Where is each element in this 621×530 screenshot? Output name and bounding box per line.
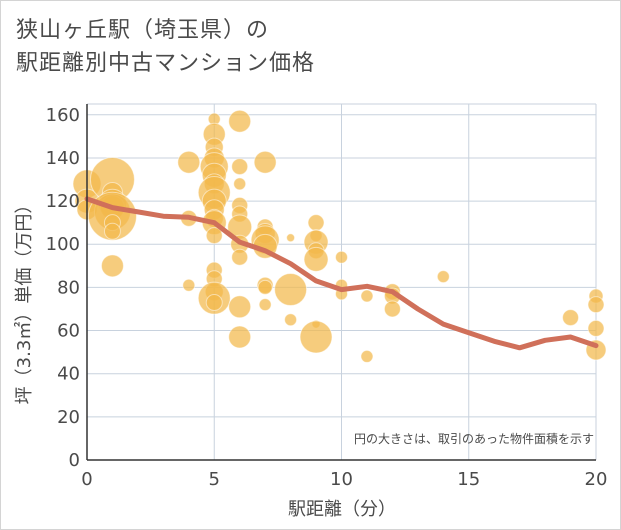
chart-title: 狭山ヶ丘駅（埼玉県）の 駅距離別中古マンション価格: [16, 14, 315, 80]
x-axis-label: 駅距離（分）: [288, 499, 396, 520]
bubble-point-33: [228, 109, 252, 133]
trend-line-group: [84, 196, 599, 351]
tick-labels: 0 20 40 60 80 100 120 140 160 0 5 10 15 20: [46, 105, 608, 490]
bubble-size-note: 円の大きさは、取引のあった物件面積を示す: [354, 431, 594, 446]
x-tick-label-0: 0: [81, 469, 92, 490]
title-line-2: 駅距離別中古マンション価格: [16, 51, 316, 76]
y-tick-label-2: 40: [57, 364, 80, 385]
bubble-point-61: [335, 250, 348, 264]
bubble-point-40: [231, 248, 249, 266]
bubble-point-42: [228, 325, 252, 349]
bubble-point-70: [562, 309, 580, 327]
bubble-point-53: [284, 313, 298, 327]
bubble-point-50: [258, 298, 272, 312]
bubble-point-35: [233, 177, 247, 191]
title-line-1: 狭山ヶ丘駅（埼玉県）の: [16, 18, 270, 43]
bubble-point-58: [303, 246, 329, 272]
y-tick-label-0: 0: [69, 450, 80, 471]
trend-line: [84, 196, 599, 351]
x-tick-label-4: 20: [585, 469, 608, 490]
bubble-point-68: [383, 300, 401, 318]
bubble-point-73: [587, 319, 605, 337]
bubble-point-27: [205, 227, 223, 245]
bubble-point-64: [360, 289, 374, 303]
bubble-point-72: [587, 296, 605, 314]
bubble-point-52: [274, 273, 308, 307]
bubble-point-14: [182, 278, 196, 292]
bubble-point-69: [436, 270, 450, 284]
bubble-point-65: [360, 349, 374, 363]
bubble-point-34: [231, 158, 249, 176]
bubble-point-43: [253, 150, 277, 174]
bubble-point-10: [103, 222, 121, 240]
bubble-point-11: [100, 254, 124, 278]
y-tick-label-6: 120: [46, 191, 80, 212]
x-tick-label-1: 5: [209, 469, 220, 490]
y-tick-label-4: 80: [57, 277, 80, 298]
y-tick-label-1: 20: [57, 407, 80, 428]
bubble-point-49: [257, 279, 273, 295]
bubbles: [72, 109, 607, 363]
axes: [86, 104, 596, 461]
y-axis-label: 坪（3.3㎡）単価（万円）: [13, 196, 35, 405]
y-tick-label-5: 100: [46, 234, 80, 255]
bubble-point-51: [286, 233, 296, 243]
y-tick-label-7: 140: [46, 148, 80, 169]
bubble-point-32: [205, 293, 223, 311]
bubble-point-54: [307, 214, 325, 232]
y-tick-label-8: 160: [46, 105, 80, 126]
x-tick-label-2: 10: [330, 469, 353, 490]
y-tick-label-3: 60: [57, 321, 80, 342]
bubble-point-60: [299, 320, 333, 354]
x-tick-label-3: 15: [457, 469, 480, 490]
bubble-point-12: [177, 150, 201, 174]
bubble-point-41: [228, 295, 252, 319]
